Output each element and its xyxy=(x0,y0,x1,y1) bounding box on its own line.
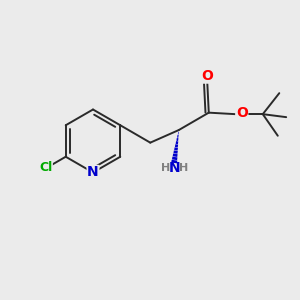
Text: Cl: Cl xyxy=(39,161,52,174)
Text: O: O xyxy=(201,69,213,83)
Text: O: O xyxy=(236,106,248,120)
Text: N: N xyxy=(169,161,181,176)
Text: H: H xyxy=(161,164,170,173)
Text: N: N xyxy=(87,166,99,179)
Text: H: H xyxy=(179,164,188,173)
